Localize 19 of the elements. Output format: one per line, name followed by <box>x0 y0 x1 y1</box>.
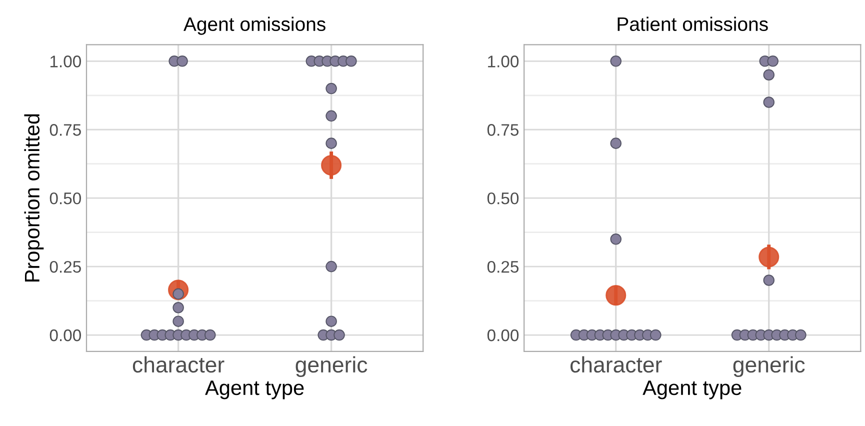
y-tick-label: 0.75 <box>50 124 81 136</box>
chart-title: Patient omissions <box>618 16 768 32</box>
x-axis-title: Agent type <box>642 380 742 400</box>
y-tick-label: 1.00 <box>50 56 81 68</box>
x-tick-label: generic <box>733 356 805 378</box>
y-tick-label: 0.25 <box>50 260 81 273</box>
y-tick-label: 0.50 <box>487 192 519 204</box>
x-tick-label: generic <box>296 356 368 378</box>
y-axis-title: Proportion omitted <box>24 114 44 282</box>
y-tick-label: 0.50 <box>50 192 81 204</box>
chart-title: Agent omissions <box>184 16 326 35</box>
x-tick-label: character <box>132 356 224 373</box>
y-tick-label: 0.00 <box>50 329 81 342</box>
y-tick-label: 0.25 <box>487 260 519 273</box>
y-tick-label: 0.00 <box>487 329 519 342</box>
y-tick-label: 1.00 <box>488 56 519 68</box>
x-axis-title: Agent type <box>205 380 304 400</box>
y-tick-label: 0.75 <box>487 124 519 136</box>
x-tick-label: character <box>570 356 662 373</box>
